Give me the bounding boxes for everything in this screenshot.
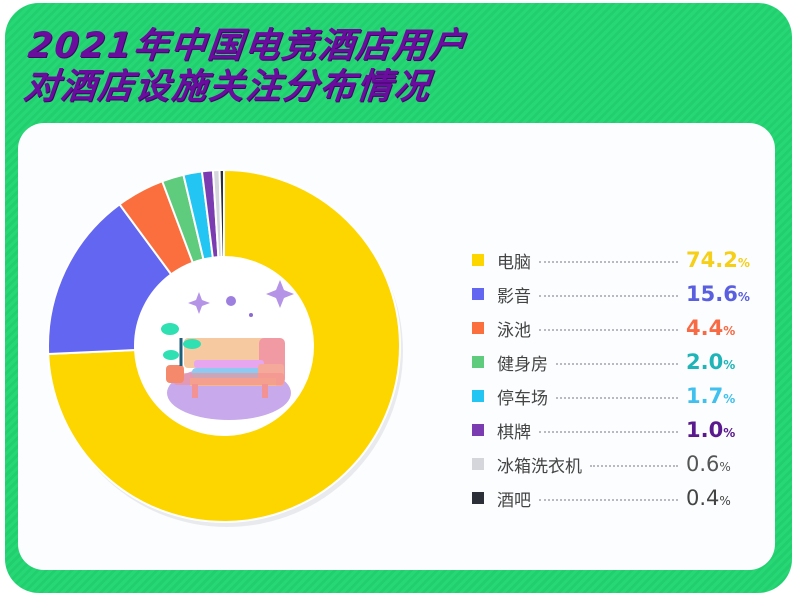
sofa-bed-icon <box>161 280 294 420</box>
legend-item: 酒吧 0.4% <box>470 481 750 515</box>
legend-item: 停车场 1.7% <box>470 379 750 413</box>
title-line-2: 对酒店设施关注分布情况 <box>21 67 434 107</box>
legend-label: 电脑 <box>497 252 531 273</box>
leader-dots <box>539 329 678 331</box>
legend-item: 影音 15.6% <box>470 277 750 311</box>
legend-swatch-icon <box>472 492 484 504</box>
legend-label: 停车场 <box>497 388 548 409</box>
leader-dots <box>556 363 678 365</box>
legend-item: 泳池 4.4% <box>470 311 750 345</box>
legend-label: 冰箱洗衣机 <box>497 456 582 477</box>
legend-value: 4.4% <box>686 316 736 340</box>
donut-slices <box>47 168 401 523</box>
legend-value: 2.0% <box>686 350 736 374</box>
legend-value: 15.6% <box>686 282 750 306</box>
legend-item: 电脑 74.2% <box>470 243 750 277</box>
legend-value: 74.2% <box>686 248 750 272</box>
legend-swatch-icon <box>472 288 484 300</box>
legend-swatch-icon <box>472 356 484 368</box>
legend-swatch-icon <box>472 458 484 470</box>
legend: 电脑 74.2% 影音 15.6% 泳池 4.4% 健身房 2.0% 停车场 1… <box>470 243 750 515</box>
leader-dots <box>539 295 678 297</box>
legend-value: 1.7% <box>686 384 736 408</box>
legend-swatch-icon <box>472 390 484 402</box>
leader-dots <box>590 465 678 467</box>
legend-label: 健身房 <box>497 354 548 375</box>
legend-value: 0.6% <box>686 452 731 476</box>
legend-swatch-icon <box>472 254 484 266</box>
legend-label: 棋牌 <box>497 422 531 443</box>
legend-value: 1.0% <box>686 418 736 442</box>
legend-swatch-icon <box>472 424 484 436</box>
leader-dots <box>539 261 678 263</box>
title-line-1: 2021年中国电竞酒店用户 <box>26 26 469 66</box>
legend-swatch-icon <box>472 322 484 334</box>
legend-label: 影音 <box>497 286 531 307</box>
legend-item: 健身房 2.0% <box>470 345 750 379</box>
legend-label: 泳池 <box>497 320 531 341</box>
leader-dots <box>539 499 678 501</box>
leader-dots <box>539 431 678 433</box>
leader-dots <box>556 397 678 399</box>
legend-value: 0.4% <box>686 486 731 510</box>
legend-label: 酒吧 <box>497 490 531 511</box>
donut-chart <box>47 168 403 527</box>
legend-item: 棋牌 1.0% <box>470 413 750 447</box>
legend-item: 冰箱洗衣机 0.6% <box>470 447 750 481</box>
chart-title: 2021年中国电竞酒店用户 对酒店设施关注分布情况 <box>22 26 469 108</box>
